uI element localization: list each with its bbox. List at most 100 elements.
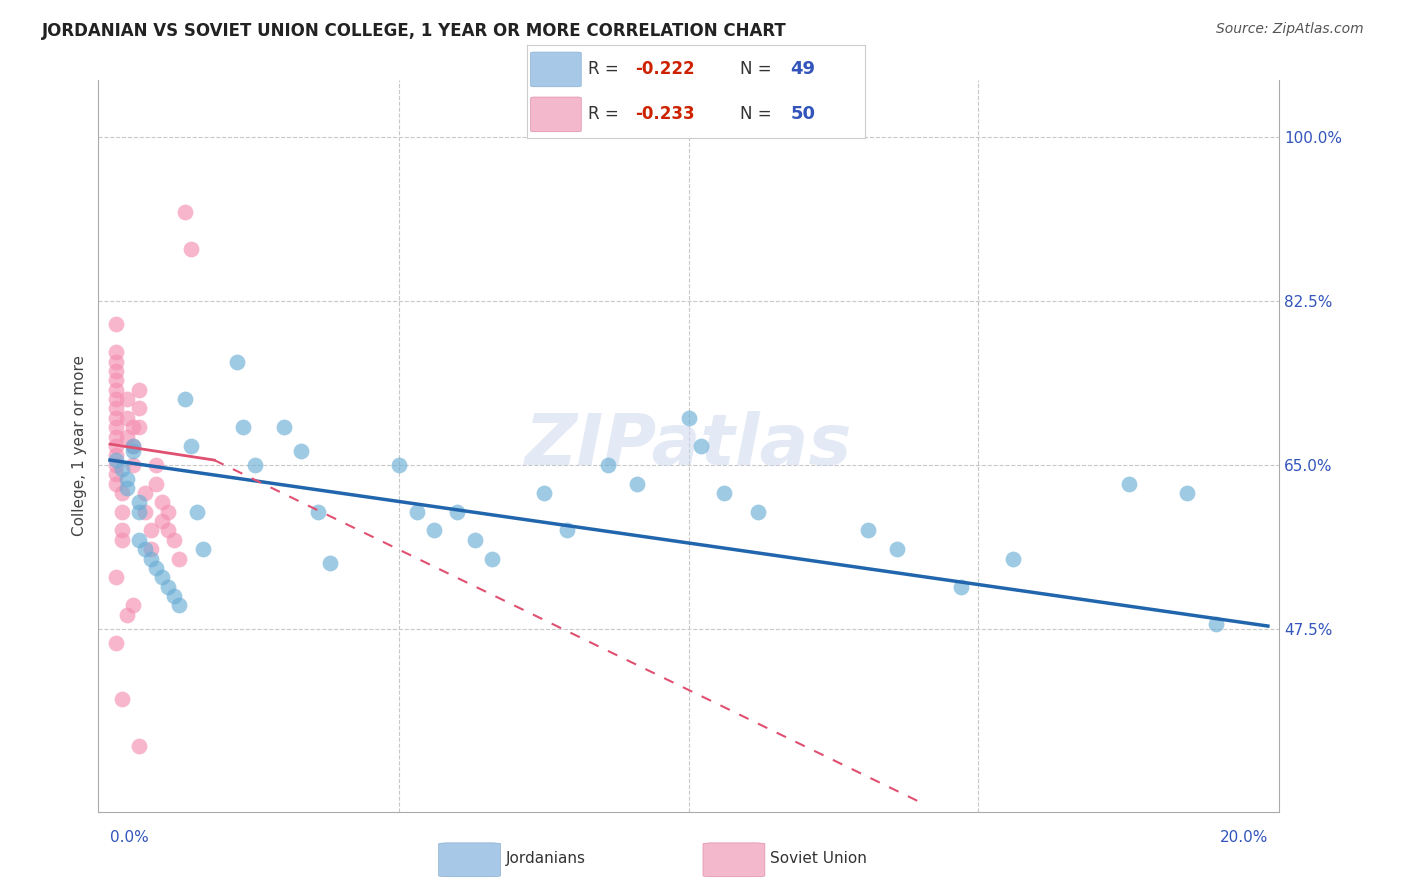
Point bbox=[858, 524, 880, 538]
Point bbox=[150, 514, 173, 528]
FancyBboxPatch shape bbox=[530, 97, 581, 132]
Point bbox=[139, 542, 162, 557]
Point bbox=[104, 467, 127, 482]
Point bbox=[104, 410, 127, 425]
Point bbox=[481, 551, 503, 566]
Point bbox=[689, 439, 711, 453]
Point bbox=[104, 458, 127, 472]
Point bbox=[557, 524, 579, 538]
Point bbox=[104, 373, 127, 387]
Point bbox=[122, 599, 145, 613]
Point bbox=[423, 524, 446, 538]
Text: 49: 49 bbox=[790, 61, 815, 78]
Point bbox=[273, 420, 295, 434]
Point bbox=[104, 364, 127, 378]
FancyBboxPatch shape bbox=[530, 52, 581, 87]
Point bbox=[104, 354, 127, 368]
Y-axis label: College, 1 year or more: College, 1 year or more bbox=[72, 356, 87, 536]
Point bbox=[232, 420, 254, 434]
Point bbox=[405, 505, 427, 519]
Point bbox=[110, 462, 132, 476]
Point bbox=[1205, 617, 1227, 632]
Point bbox=[122, 439, 145, 453]
Point bbox=[104, 570, 127, 584]
Text: N =: N = bbox=[740, 61, 776, 78]
Point bbox=[156, 524, 179, 538]
Text: 50: 50 bbox=[790, 105, 815, 123]
Point bbox=[243, 458, 266, 472]
FancyBboxPatch shape bbox=[439, 843, 501, 877]
Point bbox=[156, 505, 179, 519]
Point bbox=[163, 533, 186, 547]
Point bbox=[1118, 476, 1140, 491]
Point bbox=[163, 589, 186, 603]
Point bbox=[110, 524, 132, 538]
Point bbox=[169, 599, 191, 613]
Point bbox=[226, 354, 249, 368]
Point bbox=[122, 458, 145, 472]
Point bbox=[307, 505, 329, 519]
Point bbox=[747, 505, 769, 519]
Point bbox=[110, 533, 132, 547]
Point bbox=[150, 495, 173, 509]
Point bbox=[464, 533, 486, 547]
Text: ZIPatlas: ZIPatlas bbox=[526, 411, 852, 481]
Point bbox=[104, 439, 127, 453]
Text: R =: R = bbox=[588, 61, 624, 78]
Point bbox=[117, 410, 139, 425]
Point bbox=[122, 420, 145, 434]
Point bbox=[104, 383, 127, 397]
Point bbox=[174, 204, 197, 219]
Point bbox=[174, 392, 197, 406]
Point bbox=[117, 607, 139, 622]
Text: 0.0%: 0.0% bbox=[110, 830, 149, 846]
Point bbox=[128, 533, 150, 547]
Point bbox=[117, 429, 139, 443]
Point bbox=[180, 439, 202, 453]
Point bbox=[1002, 551, 1025, 566]
Point bbox=[533, 486, 555, 500]
Point bbox=[104, 317, 127, 331]
Text: R =: R = bbox=[588, 105, 624, 123]
Point bbox=[713, 486, 735, 500]
Point bbox=[110, 486, 132, 500]
Point bbox=[678, 410, 700, 425]
Point bbox=[626, 476, 648, 491]
Point bbox=[128, 420, 150, 434]
Point bbox=[117, 481, 139, 495]
Point bbox=[117, 472, 139, 486]
Point bbox=[1175, 486, 1198, 500]
Point bbox=[104, 636, 127, 650]
Point bbox=[128, 383, 150, 397]
Point bbox=[886, 542, 908, 557]
Point bbox=[134, 542, 156, 557]
Point bbox=[319, 556, 342, 570]
Point bbox=[128, 401, 150, 416]
Point bbox=[110, 692, 132, 706]
Text: -0.233: -0.233 bbox=[636, 105, 695, 123]
Point bbox=[110, 505, 132, 519]
Point bbox=[104, 449, 127, 463]
Point bbox=[104, 392, 127, 406]
Point bbox=[122, 443, 145, 458]
Text: Soviet Union: Soviet Union bbox=[770, 851, 868, 866]
Point bbox=[104, 429, 127, 443]
Point bbox=[128, 739, 150, 753]
Point bbox=[104, 401, 127, 416]
Point bbox=[180, 242, 202, 256]
Text: N =: N = bbox=[740, 105, 776, 123]
Text: Jordanians: Jordanians bbox=[506, 851, 586, 866]
Point bbox=[122, 439, 145, 453]
Point bbox=[117, 392, 139, 406]
Point bbox=[446, 505, 468, 519]
Point bbox=[104, 420, 127, 434]
Point bbox=[186, 505, 208, 519]
Point bbox=[134, 505, 156, 519]
Text: JORDANIAN VS SOVIET UNION COLLEGE, 1 YEAR OR MORE CORRELATION CHART: JORDANIAN VS SOVIET UNION COLLEGE, 1 YEA… bbox=[42, 22, 787, 40]
Point bbox=[145, 561, 167, 575]
Point bbox=[169, 551, 191, 566]
Point bbox=[104, 453, 127, 467]
Point bbox=[290, 443, 312, 458]
Point bbox=[950, 580, 973, 594]
Point bbox=[134, 486, 156, 500]
